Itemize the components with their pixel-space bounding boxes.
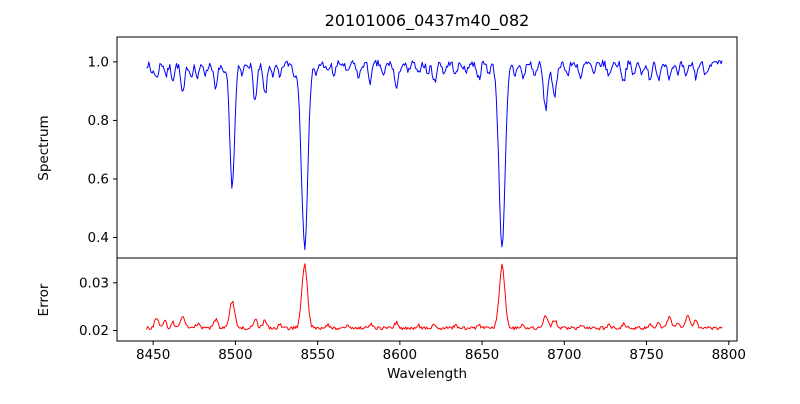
chart-plot-area: 0.4 0.6 0.8 1.0 0.02 0.03 8450 8500 8550 8600 8650… xyxy=(79,36,746,363)
x-tick-label: 8600 xyxy=(383,347,417,363)
x-tick-label: 8750 xyxy=(629,347,663,363)
x-tick-label: 8800 xyxy=(712,347,746,363)
error-line xyxy=(146,263,723,331)
error-y-tick-label: 0.02 xyxy=(79,323,109,339)
error-panel-spines xyxy=(116,257,738,342)
spectrum-y-tick-label: 0.6 xyxy=(88,171,109,187)
error-y-tick-label: 0.03 xyxy=(79,275,109,291)
x-tick-label: 8700 xyxy=(547,347,581,363)
spectrum-line xyxy=(146,59,723,251)
chart-title: 20101006_0437m40_082 xyxy=(325,11,530,31)
x-tick-label: 8650 xyxy=(465,347,499,363)
x-tick-label: 8500 xyxy=(218,347,252,363)
y-axis-label-error: Error xyxy=(36,283,52,316)
y-axis-label-spectrum: Spectrum xyxy=(36,115,52,180)
spectrum-y-tick-label: 0.8 xyxy=(88,113,109,129)
x-axis-label: Wavelength xyxy=(387,366,467,382)
spectrum-y-tick-label: 0.4 xyxy=(88,230,109,246)
spectrum-y-tick-label: 1.0 xyxy=(88,54,109,70)
x-tick-label: 8450 xyxy=(136,347,170,363)
x-tick-label: 8550 xyxy=(300,347,334,363)
